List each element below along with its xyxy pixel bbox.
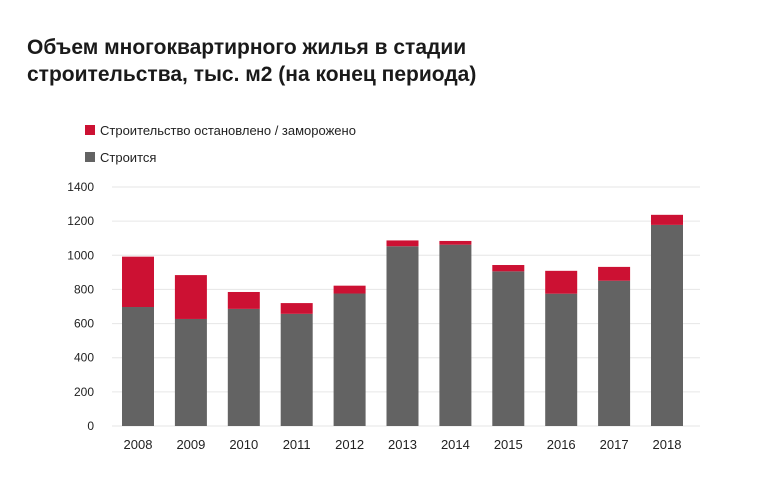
chart-legend: Строительство остановлено / заморожено С… — [85, 121, 356, 175]
x-tick-label-2008: 2008 — [124, 437, 153, 452]
legend-item-building: Строится — [85, 148, 356, 166]
x-tick-label-2013: 2013 — [388, 437, 417, 452]
bar-2018-stopped — [651, 214, 683, 225]
x-tick-label-2014: 2014 — [441, 437, 470, 452]
legend-swatch-building — [85, 152, 95, 162]
y-tick-label-1000: 1000 — [67, 248, 94, 262]
bar-2008-building — [122, 307, 154, 426]
bar-2008-stopped — [122, 256, 154, 308]
bar-2017-stopped — [598, 266, 631, 281]
bar-2013-stopped — [386, 240, 419, 247]
chart-title-line-1: Объем многоквартирного жилья в стадии — [27, 36, 467, 59]
bar-2012-stopped — [333, 285, 366, 294]
y-tick-label-0: 0 — [87, 419, 94, 433]
bar-2018-building — [651, 224, 683, 426]
bar-2014-building — [439, 244, 472, 426]
bar-2009-building — [174, 318, 207, 426]
y-tick-label-800: 800 — [74, 282, 94, 296]
x-tick-label-2017: 2017 — [600, 437, 629, 452]
bar-2010-building — [227, 308, 260, 426]
bars — [122, 214, 683, 426]
x-tick-label-2011: 2011 — [283, 437, 311, 452]
x-tick-label-2009: 2009 — [176, 437, 205, 452]
bar-2017-building — [598, 280, 631, 426]
y-tick-label-200: 200 — [74, 385, 94, 399]
bar-2016-stopped — [545, 270, 578, 294]
legend-label-building: Строится — [100, 149, 157, 165]
bar-2011-building — [280, 313, 313, 426]
bar-2009-stopped — [174, 275, 207, 319]
y-tick-label-1200: 1200 — [67, 214, 94, 228]
bar-2015-building — [492, 271, 525, 426]
x-tick-label-2012: 2012 — [335, 437, 364, 452]
legend-item-stopped: Строительство остановлено / заморожено — [85, 121, 356, 139]
bar-2010-stopped — [227, 291, 260, 309]
chart-title: Объем многоквартирного жилья в стадии ст… — [27, 34, 727, 88]
legend-label-stopped: Строительство остановлено / заморожено — [100, 122, 356, 138]
bar-2013-building — [386, 246, 419, 426]
x-tick-label-2010: 2010 — [229, 437, 258, 452]
x-tick-label-2016: 2016 — [547, 437, 576, 452]
y-axis-ticks: 0 200 400 600 800 1000 1200 1400 — [67, 180, 94, 433]
x-axis-labels: 2008 2009 2010 2011 2012 2013 2014 2015 2016 2017… — [124, 437, 682, 452]
bar-2016-building — [545, 293, 578, 426]
chart-title-line-2: строительства, тыс. м2 (на конец периода… — [27, 63, 477, 86]
y-tick-label-1400: 1400 — [67, 180, 94, 194]
x-tick-label-2015: 2015 — [494, 437, 523, 452]
bar-2011-stopped — [280, 303, 313, 314]
y-tick-label-400: 400 — [74, 351, 94, 365]
legend-swatch-stopped — [85, 125, 95, 135]
bar-2014-stopped — [439, 240, 472, 245]
bar-2015-stopped — [492, 265, 525, 272]
x-tick-label-2018: 2018 — [653, 437, 682, 452]
y-tick-label-600: 600 — [74, 317, 94, 331]
bar-2012-building — [333, 293, 366, 426]
